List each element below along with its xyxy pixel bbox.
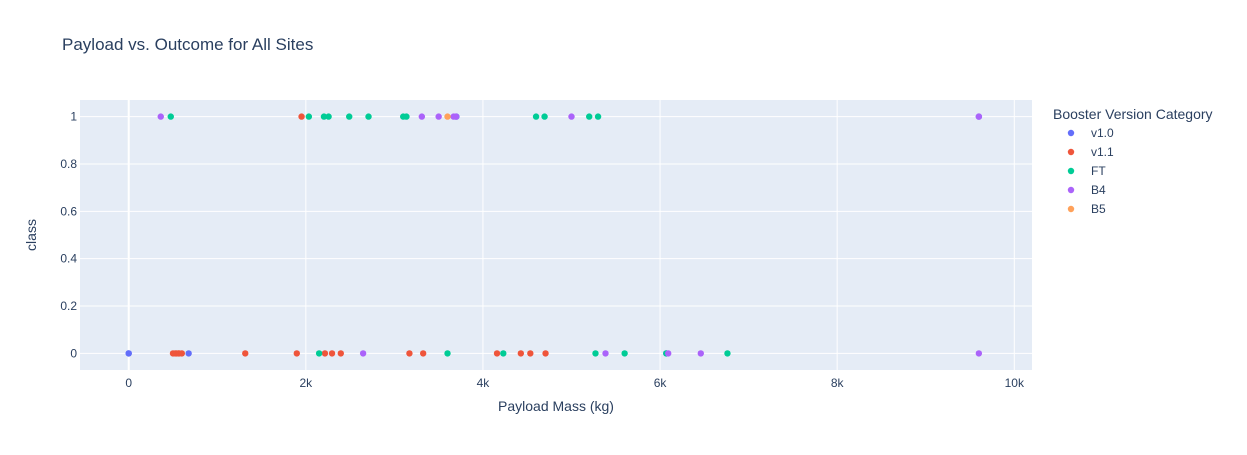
data-point[interactable]: [665, 350, 672, 357]
legend-item[interactable]: v1.0: [1067, 126, 1114, 140]
data-point[interactable]: [541, 113, 548, 120]
x-axis-label: Payload Mass (kg): [498, 398, 614, 414]
y-tick-label: 0.4: [60, 252, 77, 266]
data-point[interactable]: [542, 350, 549, 357]
data-point[interactable]: [328, 350, 336, 357]
x-tick-label: 10k: [1005, 376, 1025, 390]
data-point[interactable]: [444, 350, 451, 357]
data-point[interactable]: [592, 350, 599, 357]
legend-label: B5: [1091, 202, 1106, 216]
data-point[interactable]: [500, 350, 507, 357]
series-FT: [167, 113, 731, 357]
series-B4: [157, 113, 983, 357]
data-point[interactable]: [337, 350, 345, 357]
data-point[interactable]: [418, 113, 426, 120]
data-point[interactable]: [724, 350, 731, 357]
data-point[interactable]: [320, 113, 328, 120]
legend-item[interactable]: v1.1: [1067, 145, 1114, 159]
y-tick-label: 0: [70, 346, 77, 360]
legend-item[interactable]: FT: [1067, 164, 1107, 178]
y-tick-label: 1: [70, 110, 77, 124]
plot-area: [80, 100, 1032, 370]
series-B5: [444, 113, 451, 120]
gridlines: [80, 100, 1032, 370]
data-point[interactable]: [359, 350, 367, 357]
data-point[interactable]: [125, 350, 132, 357]
data-point[interactable]: [435, 113, 442, 120]
legend-label: v1.1: [1091, 145, 1114, 159]
data-point[interactable]: [403, 113, 410, 120]
data-point[interactable]: [975, 113, 983, 120]
chart-title: Payload vs. Outcome for All Sites: [62, 35, 313, 54]
y-tick-label: 0.2: [60, 299, 77, 313]
data-points: [125, 113, 983, 357]
legend-label: v1.0: [1091, 126, 1114, 140]
legend-marker: [1067, 129, 1075, 137]
legend-marker: [1067, 205, 1075, 213]
data-point[interactable]: [419, 350, 427, 357]
data-point[interactable]: [452, 113, 460, 120]
data-point[interactable]: [697, 350, 704, 357]
data-point[interactable]: [293, 350, 300, 357]
x-tick-label: 2k: [299, 376, 313, 390]
data-point[interactable]: [305, 113, 313, 120]
y-tick-label: 0.8: [60, 157, 77, 171]
data-point[interactable]: [517, 350, 525, 357]
y-axis-label: class: [23, 219, 39, 251]
legend-label: B4: [1091, 183, 1106, 197]
x-tick-label: 4k: [477, 376, 491, 390]
data-point[interactable]: [315, 350, 323, 357]
data-point[interactable]: [493, 350, 501, 357]
series-v1.1: [169, 113, 549, 357]
data-point[interactable]: [568, 113, 575, 120]
x-tick-label: 8k: [831, 376, 845, 390]
legend-label: FT: [1091, 164, 1106, 178]
data-point[interactable]: [346, 113, 353, 120]
data-point[interactable]: [586, 113, 593, 120]
data-point[interactable]: [298, 113, 305, 120]
data-point[interactable]: [532, 113, 540, 120]
data-point[interactable]: [602, 350, 609, 357]
data-point[interactable]: [406, 350, 413, 357]
legend-item[interactable]: B4: [1067, 183, 1106, 197]
legend-marker: [1067, 167, 1075, 175]
data-point[interactable]: [185, 350, 192, 357]
x-tick-label: 6k: [654, 376, 668, 390]
data-point[interactable]: [621, 350, 628, 357]
legend-marker: [1067, 186, 1075, 194]
data-point[interactable]: [325, 113, 332, 120]
data-point[interactable]: [157, 113, 164, 120]
data-point[interactable]: [527, 350, 534, 357]
legend-items[interactable]: v1.0 v1.1 FT B4 B5: [1067, 126, 1114, 216]
legend-item[interactable]: B5: [1067, 202, 1106, 216]
data-point[interactable]: [178, 350, 186, 357]
legend[interactable]: Booster Version Category v1.0 v1.1 FT B4 B5: [1053, 106, 1213, 216]
data-point[interactable]: [242, 350, 249, 357]
data-point[interactable]: [167, 113, 174, 120]
legend-marker: [1067, 148, 1075, 156]
data-point[interactable]: [321, 350, 329, 357]
y-tick-label: 0.6: [60, 204, 77, 218]
data-point[interactable]: [365, 113, 372, 120]
legend-title: Booster Version Category: [1053, 106, 1213, 122]
data-point[interactable]: [975, 350, 983, 357]
data-point[interactable]: [444, 113, 451, 120]
x-tick-label: 0: [125, 376, 132, 390]
data-point[interactable]: [594, 113, 602, 120]
axes: 0 2k 4k 6k 8k 10k 0 0.2 0.4 0.6 0.8 1: [60, 110, 1025, 390]
